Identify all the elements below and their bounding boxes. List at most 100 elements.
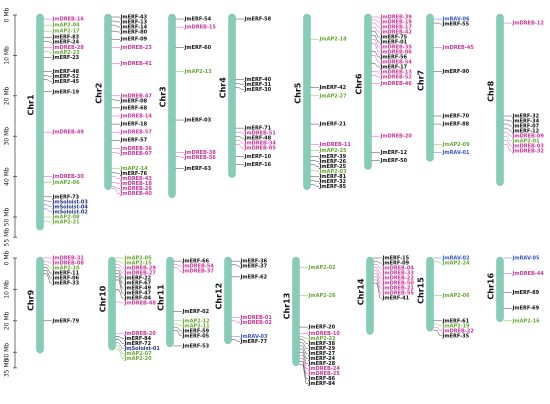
- gene-label: JmDREB-48: [124, 301, 157, 307]
- gene-connector: [371, 55, 380, 63]
- gene-label: JmERF-09: [382, 261, 410, 267]
- gene-label: JmERF-68: [120, 105, 148, 111]
- gene-label: JmDREB-04: [382, 266, 415, 272]
- gene-label: JmDREB-34: [244, 141, 277, 147]
- gene-label: JmERF-31: [244, 82, 272, 88]
- gene-connector: [433, 260, 442, 264]
- chromosome-name: Chr14: [357, 278, 366, 305]
- gene-label: JmERF-03: [184, 118, 212, 124]
- scale-label: 0 Mb: [4, 7, 11, 22]
- gene-label: JmAP2-10: [52, 266, 81, 272]
- gene-label: JmERF-69: [512, 306, 540, 312]
- gene-label: JmERF-73: [52, 194, 80, 200]
- gene-label: JmDREB-12: [512, 21, 545, 27]
- gene-label: JmERF-85: [319, 184, 347, 190]
- chromosome: [228, 13, 236, 178]
- gene-connector: [115, 301, 124, 304]
- gene-label: JmDREB-26: [120, 186, 153, 192]
- gene-connector: [503, 123, 512, 127]
- gene-label: JmAP2-06: [442, 293, 471, 299]
- gene-connector: [231, 264, 240, 267]
- gene-label: JmERF-63: [184, 166, 212, 172]
- gene-connector: [299, 364, 308, 384]
- gene-label: JmERF-24: [308, 356, 336, 362]
- gene-label: JmERF-41: [382, 296, 410, 302]
- gene-connector: [43, 208, 52, 212]
- gene-label: JmDREB-38: [184, 150, 217, 156]
- gene-label: JmERF-09: [120, 37, 148, 43]
- gene-label: JmDREB-28: [52, 45, 85, 51]
- gene-label: JmDREB-54: [380, 60, 413, 66]
- gene-label: JmERF-84: [124, 336, 152, 342]
- gene-label: JmDREB-40: [120, 191, 153, 197]
- gene-label: JmAP2-02: [308, 265, 337, 271]
- gene-label: JmDREB-01: [240, 315, 273, 321]
- gene-label: JmDREB-44: [512, 271, 545, 277]
- gene-label: JmERF-32: [512, 114, 540, 120]
- gene-connector: [173, 330, 182, 336]
- gene-label: JmERF-48: [52, 69, 80, 75]
- gene-label: JmAP2-19: [442, 323, 471, 329]
- chromosome-name: Chr5: [294, 82, 303, 104]
- gene-label: JmERF-57: [120, 138, 148, 144]
- scale-label: 55 Mb: [4, 228, 11, 247]
- chromosome: [366, 256, 374, 335]
- gene-connector: [115, 336, 124, 339]
- gene-label: JmDREB-14: [120, 114, 153, 120]
- gene-connector: [503, 140, 512, 147]
- gene-connector: [373, 273, 382, 284]
- chromosome-name: Chr16: [487, 273, 496, 300]
- gene-label: JmERF-26: [319, 159, 347, 165]
- gene-label: JmERF-10: [244, 154, 272, 160]
- gene-connector: [115, 289, 124, 299]
- gene-label: JmRAV-03: [240, 334, 269, 340]
- gene-connector: [371, 35, 380, 43]
- gene-connector: [503, 127, 512, 132]
- gene-label: JmERF-06: [52, 276, 80, 282]
- gene-connector: [43, 270, 52, 279]
- gene-label: JmERF-53: [182, 343, 210, 349]
- chromosome: [292, 256, 300, 366]
- gene-label: JmERF-77: [240, 339, 268, 345]
- gene-connector: [433, 330, 442, 336]
- gene-label: JmERF-81: [319, 174, 347, 180]
- gene-connector: [43, 204, 52, 207]
- gene-connector: [503, 144, 512, 152]
- gene-label: JmDREB-50: [382, 281, 415, 287]
- gene-connector: [43, 273, 52, 284]
- gene-label: JmERF-84: [308, 381, 336, 387]
- gene-connector: [111, 24, 120, 28]
- gene-connector: [111, 172, 120, 174]
- gene-label: JmERF-34: [512, 119, 540, 125]
- gene-label: JmERF-49: [124, 286, 152, 292]
- gene-label: JmDREB-22: [382, 276, 415, 282]
- gene-connector: [299, 352, 308, 364]
- gene-label: JmERF-04: [124, 296, 152, 302]
- gene-label: JmERF-45: [52, 79, 80, 85]
- gene-connector: [173, 326, 182, 331]
- gene-connector: [371, 26, 380, 33]
- gene-label: JmAP2-18: [319, 37, 348, 43]
- chromosome: [426, 256, 434, 332]
- gene-label: JmDREB-10: [308, 331, 341, 337]
- gene-label: JmDREB-49: [52, 130, 85, 136]
- gene-label: JmAP2-15: [124, 261, 153, 267]
- gene-label: JmERF-79: [52, 318, 80, 324]
- gene-connector: [111, 186, 120, 189]
- gene-label: JmERF-20: [308, 325, 336, 331]
- gene-label: JmERF-17: [380, 65, 408, 71]
- gene-label: JmERF-12: [380, 150, 408, 156]
- gene-label: JmERF-56: [380, 55, 408, 61]
- gene-label: JmDREB-23: [120, 45, 153, 51]
- gene-connector: [371, 19, 380, 23]
- gene-connector: [115, 276, 124, 289]
- scale-label: 20 Mb: [4, 86, 11, 105]
- gene-label: JmAP2-07: [124, 351, 153, 357]
- gene-label: JmERF-28: [308, 361, 336, 367]
- gene-connector: [371, 51, 380, 58]
- gene-connector: [299, 345, 308, 354]
- chromosome-name: Chr6: [355, 73, 364, 95]
- gene-label: JmDREB-42: [380, 30, 413, 36]
- gene-label: JmERF-72: [124, 341, 152, 347]
